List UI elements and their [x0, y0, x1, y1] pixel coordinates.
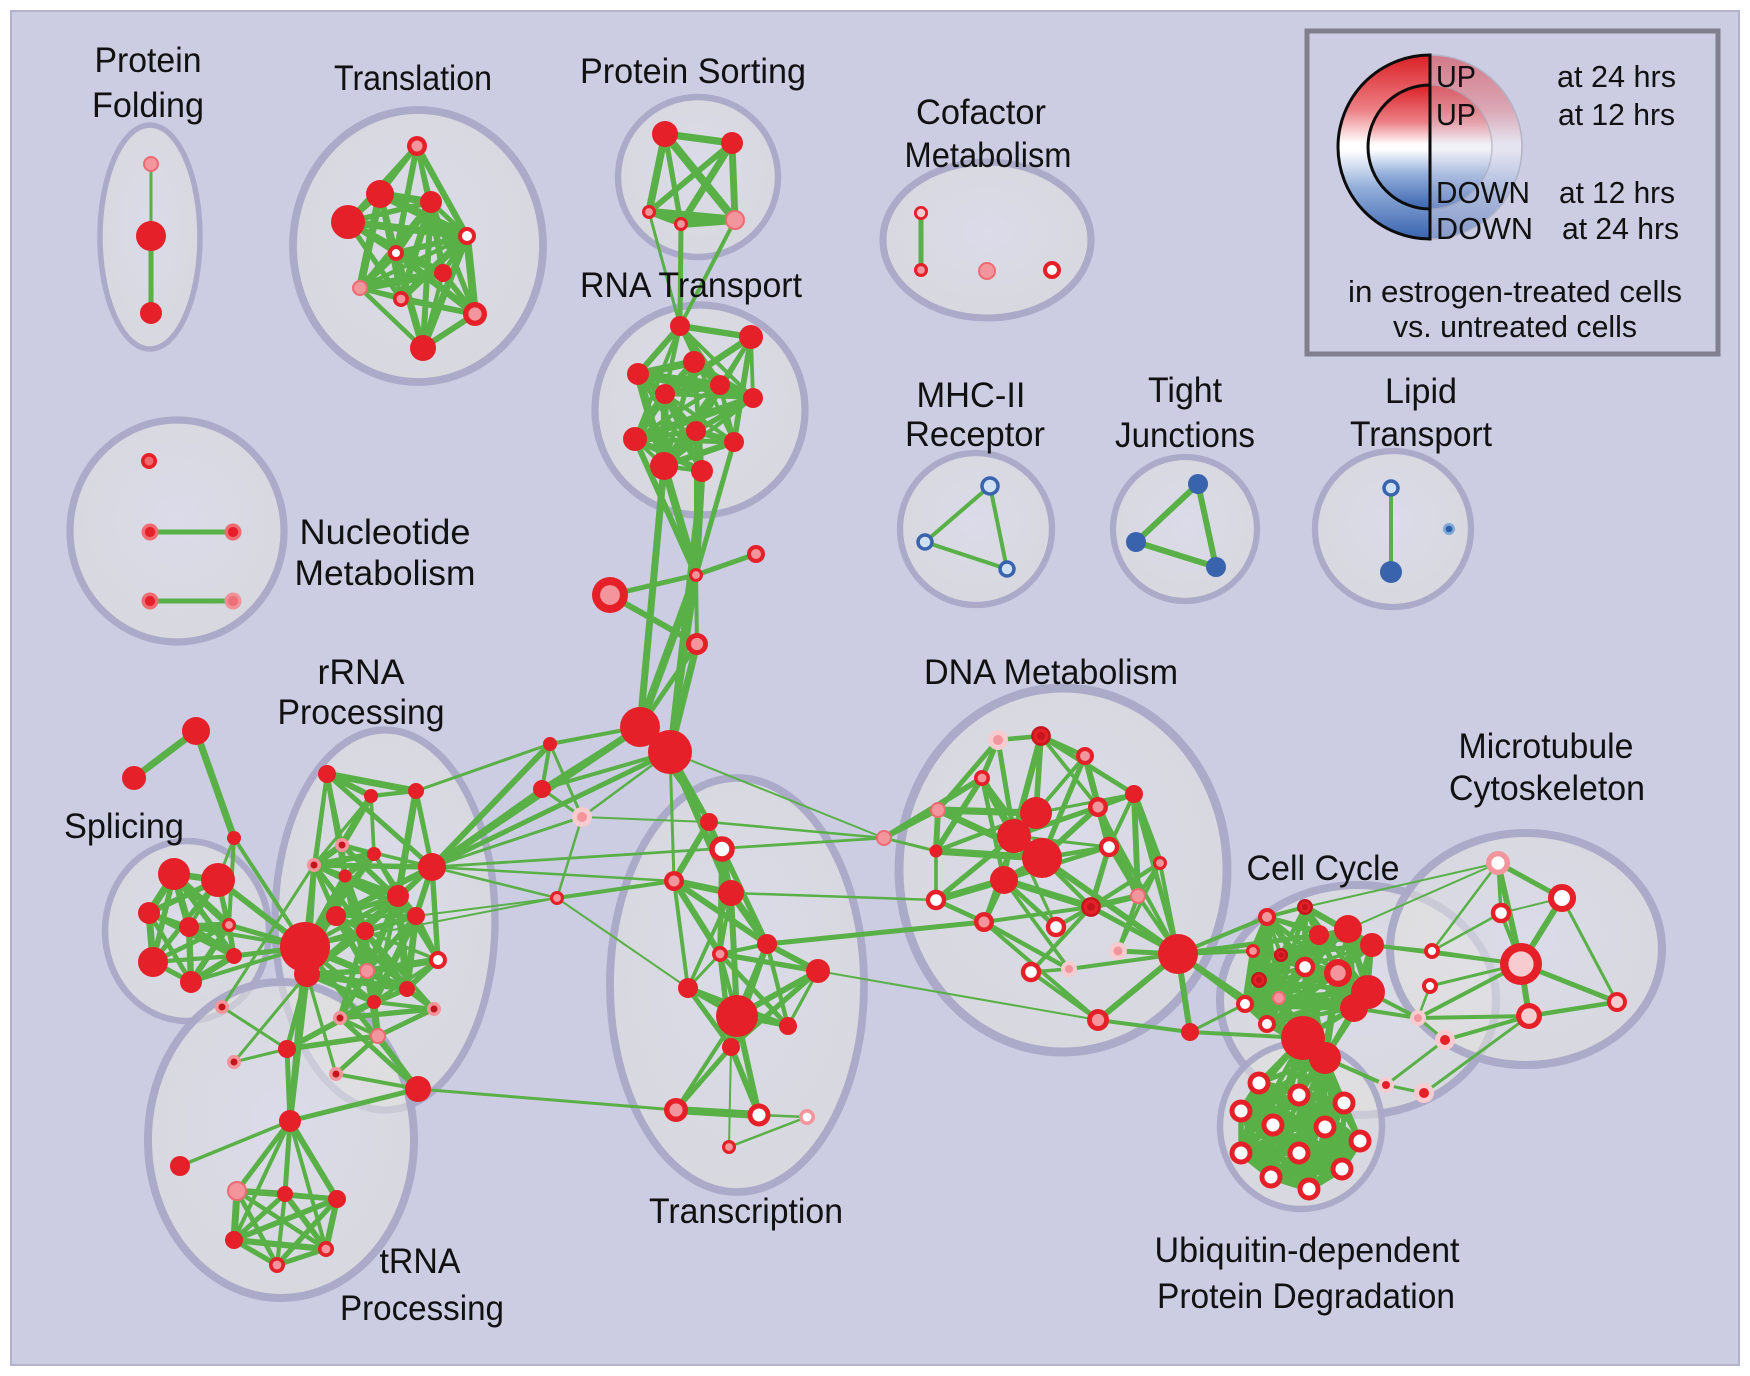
svg-text:MHC-II: MHC-II — [917, 376, 1026, 415]
svg-text:Metabolism: Metabolism — [295, 554, 476, 593]
svg-text:Transport: Transport — [1350, 415, 1492, 454]
svg-text:Cell Cycle: Cell Cycle — [1247, 849, 1400, 888]
svg-text:vs. untreated cells: vs. untreated cells — [1393, 309, 1637, 344]
svg-text:Receptor: Receptor — [905, 415, 1045, 454]
svg-text:Protein Degradation: Protein Degradation — [1157, 1277, 1455, 1316]
svg-text:at 12 hrs: at 12 hrs — [1558, 97, 1675, 132]
svg-text:UP: UP — [1436, 97, 1476, 132]
svg-text:Transcription: Transcription — [649, 1192, 843, 1231]
svg-text:Splicing: Splicing — [64, 807, 184, 846]
svg-text:Ubiquitin-dependent: Ubiquitin-dependent — [1155, 1231, 1460, 1270]
svg-text:at 24 hrs: at 24 hrs — [1562, 211, 1679, 246]
svg-text:Protein Sorting: Protein Sorting — [580, 52, 806, 91]
svg-text:DNA Metabolism: DNA Metabolism — [924, 653, 1178, 692]
svg-text:Metabolism: Metabolism — [905, 136, 1072, 175]
svg-text:rRNA: rRNA — [318, 653, 406, 692]
svg-text:Tight: Tight — [1148, 371, 1222, 410]
svg-text:Cofactor: Cofactor — [916, 93, 1046, 132]
svg-text:UP: UP — [1436, 59, 1476, 94]
svg-text:DOWN: DOWN — [1436, 211, 1533, 246]
svg-text:Folding: Folding — [92, 86, 204, 125]
svg-text:Junctions: Junctions — [1115, 416, 1255, 455]
svg-text:Translation: Translation — [334, 59, 492, 98]
svg-text:Protein: Protein — [95, 41, 202, 80]
svg-text:tRNA: tRNA — [380, 1242, 462, 1281]
svg-text:in estrogen-treated cells: in estrogen-treated cells — [1348, 274, 1682, 309]
svg-text:Processing: Processing — [278, 693, 445, 732]
svg-text:DOWN: DOWN — [1436, 175, 1530, 210]
svg-text:Microtubule: Microtubule — [1459, 727, 1634, 766]
svg-text:Cytoskeleton: Cytoskeleton — [1449, 769, 1645, 808]
svg-text:Nucleotide: Nucleotide — [300, 513, 471, 552]
svg-text:Lipid: Lipid — [1385, 372, 1457, 411]
svg-text:Processing: Processing — [340, 1289, 504, 1328]
svg-text:at 12 hrs: at 12 hrs — [1559, 175, 1675, 210]
svg-text:at 24 hrs: at 24 hrs — [1557, 59, 1676, 94]
svg-text:RNA Transport: RNA Transport — [580, 266, 802, 305]
